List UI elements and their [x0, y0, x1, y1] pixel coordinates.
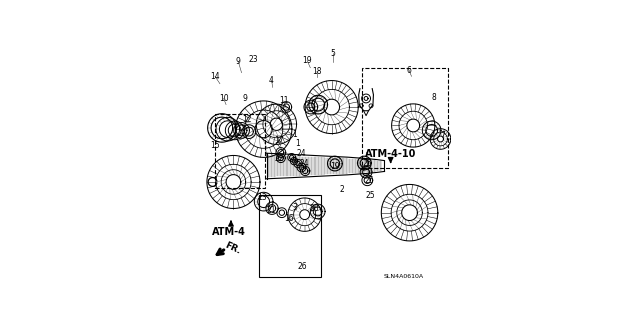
Text: SLN4A0610A: SLN4A0610A: [384, 274, 424, 279]
Text: 10: 10: [219, 94, 228, 103]
Text: 24: 24: [296, 149, 306, 158]
Text: FR.: FR.: [223, 241, 242, 256]
Text: 18: 18: [312, 67, 322, 76]
Text: 24: 24: [300, 159, 310, 168]
Text: 9: 9: [236, 57, 241, 66]
Text: 14: 14: [210, 72, 220, 81]
Bar: [362, 68, 449, 168]
Text: 25: 25: [364, 176, 374, 185]
Text: 11: 11: [279, 96, 289, 105]
Bar: [259, 196, 321, 277]
Text: 22: 22: [274, 154, 284, 163]
Text: 16: 16: [284, 214, 294, 223]
Text: 13: 13: [257, 193, 266, 203]
Text: 5: 5: [330, 48, 335, 57]
Text: 25: 25: [362, 159, 372, 168]
Text: 17: 17: [274, 136, 284, 145]
Text: 26: 26: [298, 262, 307, 271]
Text: 1: 1: [292, 130, 297, 138]
Text: 15: 15: [210, 141, 220, 150]
Text: 2: 2: [339, 185, 344, 194]
Text: 25: 25: [365, 191, 375, 200]
Text: 21: 21: [266, 206, 276, 215]
Text: 23: 23: [248, 55, 258, 64]
Text: 8: 8: [431, 93, 436, 102]
Text: ATM-4: ATM-4: [212, 227, 246, 237]
Text: ATM-4-10: ATM-4-10: [365, 149, 417, 159]
Bar: [215, 115, 266, 188]
Text: 20: 20: [310, 204, 319, 213]
Text: 12: 12: [242, 115, 252, 124]
Text: 1: 1: [295, 139, 300, 148]
Text: 19: 19: [330, 161, 340, 171]
Text: 6: 6: [406, 66, 412, 75]
Text: 19: 19: [302, 56, 312, 65]
Text: 9: 9: [242, 94, 247, 103]
Text: 3: 3: [292, 203, 297, 212]
Text: 4: 4: [269, 76, 274, 85]
Text: 7: 7: [440, 131, 445, 140]
